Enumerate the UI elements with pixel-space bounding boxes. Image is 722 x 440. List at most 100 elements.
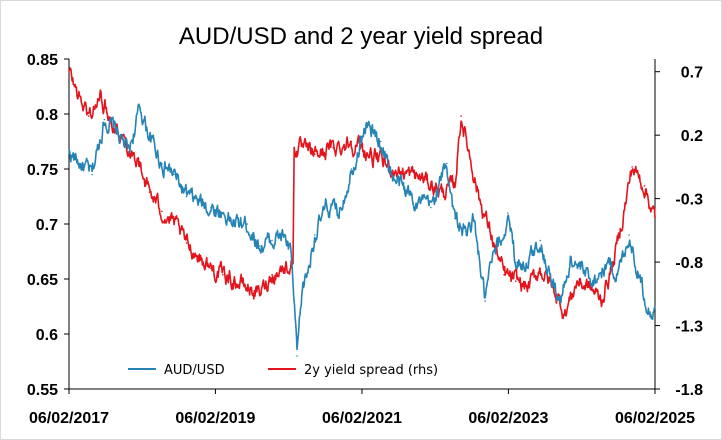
data-point xyxy=(612,261,615,263)
y-left-tick-label: 0.75 xyxy=(27,162,58,179)
data-point xyxy=(350,168,353,170)
x-tick-label: 06/02/2017 xyxy=(29,410,109,427)
data-point xyxy=(617,272,619,275)
data-point xyxy=(115,129,118,132)
y-left-tick-label: 0.6 xyxy=(36,327,58,344)
y-left-tick-label: 0.85 xyxy=(27,52,58,69)
y-left-tick-label: 0.7 xyxy=(36,217,58,234)
data-point xyxy=(654,216,656,219)
data-point xyxy=(405,172,408,174)
data-point xyxy=(527,261,529,264)
data-point xyxy=(68,151,70,154)
data-point xyxy=(313,153,316,155)
data-point xyxy=(173,173,175,176)
y-right-tick-label: -0.3 xyxy=(675,192,703,209)
series-layer xyxy=(68,67,656,357)
data-point xyxy=(637,272,640,275)
y-left-tick-label: 0.8 xyxy=(36,107,58,124)
data-point xyxy=(103,118,106,121)
y-right-tick-label: 0.7 xyxy=(681,65,703,82)
data-point xyxy=(393,179,395,181)
data-point xyxy=(326,206,328,209)
data-point xyxy=(128,151,130,154)
data-point xyxy=(210,267,212,270)
data-point xyxy=(148,135,151,137)
data-point xyxy=(491,235,493,238)
data-point xyxy=(313,234,316,236)
data-point xyxy=(515,280,517,282)
data-point xyxy=(624,204,626,206)
data-point xyxy=(234,223,236,225)
data-point xyxy=(161,210,163,213)
data-point xyxy=(507,212,509,214)
data-point xyxy=(271,239,273,242)
data-point xyxy=(606,261,609,264)
legend-label-aud: AUD/USD xyxy=(164,363,225,378)
data-point xyxy=(484,300,486,302)
data-point xyxy=(551,283,554,286)
data-point xyxy=(350,140,353,143)
data-point xyxy=(654,305,656,308)
data-point xyxy=(460,115,462,117)
data-point xyxy=(185,242,188,244)
data-point xyxy=(588,286,590,289)
data-point xyxy=(246,223,249,225)
data-point xyxy=(222,274,224,276)
data-point xyxy=(148,191,151,194)
data-point xyxy=(173,223,175,225)
data-point xyxy=(296,355,298,357)
x-tick-label: 06/02/2021 xyxy=(322,410,402,427)
data-point xyxy=(198,254,200,257)
data-point xyxy=(137,159,139,162)
data-point xyxy=(283,234,286,236)
data-point xyxy=(454,185,456,187)
data-point xyxy=(564,312,566,314)
data-point xyxy=(628,234,630,236)
legend-label-spread: 2y yield spread (rhs) xyxy=(304,363,438,378)
data-point xyxy=(161,162,163,165)
data-point xyxy=(441,191,444,194)
data-point xyxy=(417,201,420,203)
data-point xyxy=(79,162,81,165)
data-point xyxy=(234,280,236,282)
y-left-tick-label: 0.65 xyxy=(27,272,58,289)
series-aud-usd-line xyxy=(68,103,656,351)
chart-title: AUD/USD and 2 year yield spread xyxy=(179,23,543,50)
data-point xyxy=(222,212,224,214)
data-point xyxy=(472,217,475,220)
data-point xyxy=(405,190,408,192)
data-point xyxy=(87,115,90,117)
y-right-tick-label: 0.2 xyxy=(681,128,703,145)
data-point xyxy=(582,272,585,275)
data-point xyxy=(454,217,456,220)
data-point xyxy=(91,173,93,176)
data-point xyxy=(649,311,651,313)
y-right-tick-label: -0.8 xyxy=(675,255,703,272)
data-point xyxy=(290,256,293,258)
data-point xyxy=(283,267,286,270)
data-point xyxy=(293,147,296,149)
data-point xyxy=(68,70,70,73)
y-right-tick-label: -1.8 xyxy=(675,382,703,399)
data-point xyxy=(198,201,200,203)
x-tick-label: 06/02/2023 xyxy=(468,410,548,427)
data-point xyxy=(643,185,646,187)
data-point xyxy=(478,197,481,200)
y-left-tick-label: 0.55 xyxy=(27,382,58,399)
data-point xyxy=(491,261,493,264)
data-point xyxy=(210,206,212,209)
data-point xyxy=(594,278,597,280)
data-point xyxy=(307,267,310,269)
data-point xyxy=(338,212,340,214)
data-point xyxy=(570,256,572,258)
data-point xyxy=(503,234,505,236)
data-point xyxy=(430,206,432,209)
data-point xyxy=(379,140,382,143)
x-tick-label: 06/02/2019 xyxy=(175,410,255,427)
data-point xyxy=(503,274,505,276)
data-point xyxy=(368,153,371,155)
data-point xyxy=(246,286,249,289)
data-point xyxy=(271,274,273,276)
